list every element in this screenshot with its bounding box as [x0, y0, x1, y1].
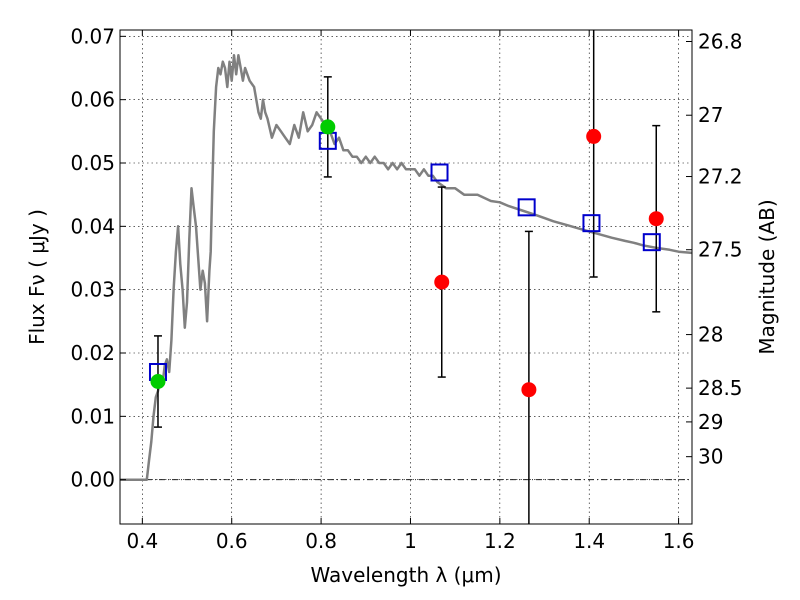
y-tick-label: 0.07 [70, 24, 115, 48]
plot-marks [120, 30, 692, 524]
y-tick-label: 0.03 [70, 278, 115, 302]
observed-flux-point [434, 274, 450, 290]
observed-flux-point [648, 211, 664, 227]
observed-flux-point [586, 128, 602, 144]
x-tick-label: 1 [404, 529, 417, 553]
plot-frame [119, 29, 693, 525]
y2-tick-label: 27 [698, 103, 723, 127]
model-photometry-square [642, 233, 661, 252]
y-tick-label: 0.00 [70, 468, 115, 492]
y-tick-label: 0.06 [70, 88, 115, 112]
y2-tick-label: 30 [698, 445, 723, 469]
x-tick-label: 1.6 [663, 529, 695, 553]
y-tick-label: 0.02 [70, 341, 115, 365]
observed-flux-point [521, 382, 537, 398]
y2-tick-label: 27.5 [698, 238, 743, 262]
plot-area [120, 30, 692, 524]
y2-tick-label: 27.2 [698, 165, 743, 189]
y-tick-label: 0.04 [70, 214, 115, 238]
model-photometry-square [582, 214, 601, 233]
x-tick-label: 1.2 [484, 529, 516, 553]
y2-tick-label: 26.8 [698, 30, 743, 54]
x-tick-label: 1.4 [573, 529, 605, 553]
x-axis-label: Wavelength λ (μm) [310, 563, 501, 587]
axis-ticks: 0.4 0.6 0.8 1 1.2 1.4 1.6 0.00 0.01 0.02 0.03 0.04 0… [70, 24, 742, 553]
model-photometry-square [517, 198, 536, 217]
x-tick-label: 0.6 [216, 529, 248, 553]
y-axis-label: Flux Fν ( μJy ) [25, 209, 49, 345]
observed-flux-point [150, 374, 166, 389]
observed-flux-point [320, 119, 336, 135]
y-tick-label: 0.01 [70, 404, 115, 428]
model-photometry-square [430, 163, 449, 182]
y2-tick-label: 29 [698, 410, 723, 434]
y2-axis-label: Magnitude (AB) [755, 199, 779, 354]
model-spectrum-line [120, 54, 692, 481]
x-tick-label: 0.8 [305, 529, 337, 553]
y2-tick-label: 28.5 [698, 376, 743, 400]
x-tick-label: 0.4 [126, 529, 158, 553]
y-tick-label: 0.05 [70, 151, 115, 175]
y2-tick-label: 28 [698, 323, 723, 347]
